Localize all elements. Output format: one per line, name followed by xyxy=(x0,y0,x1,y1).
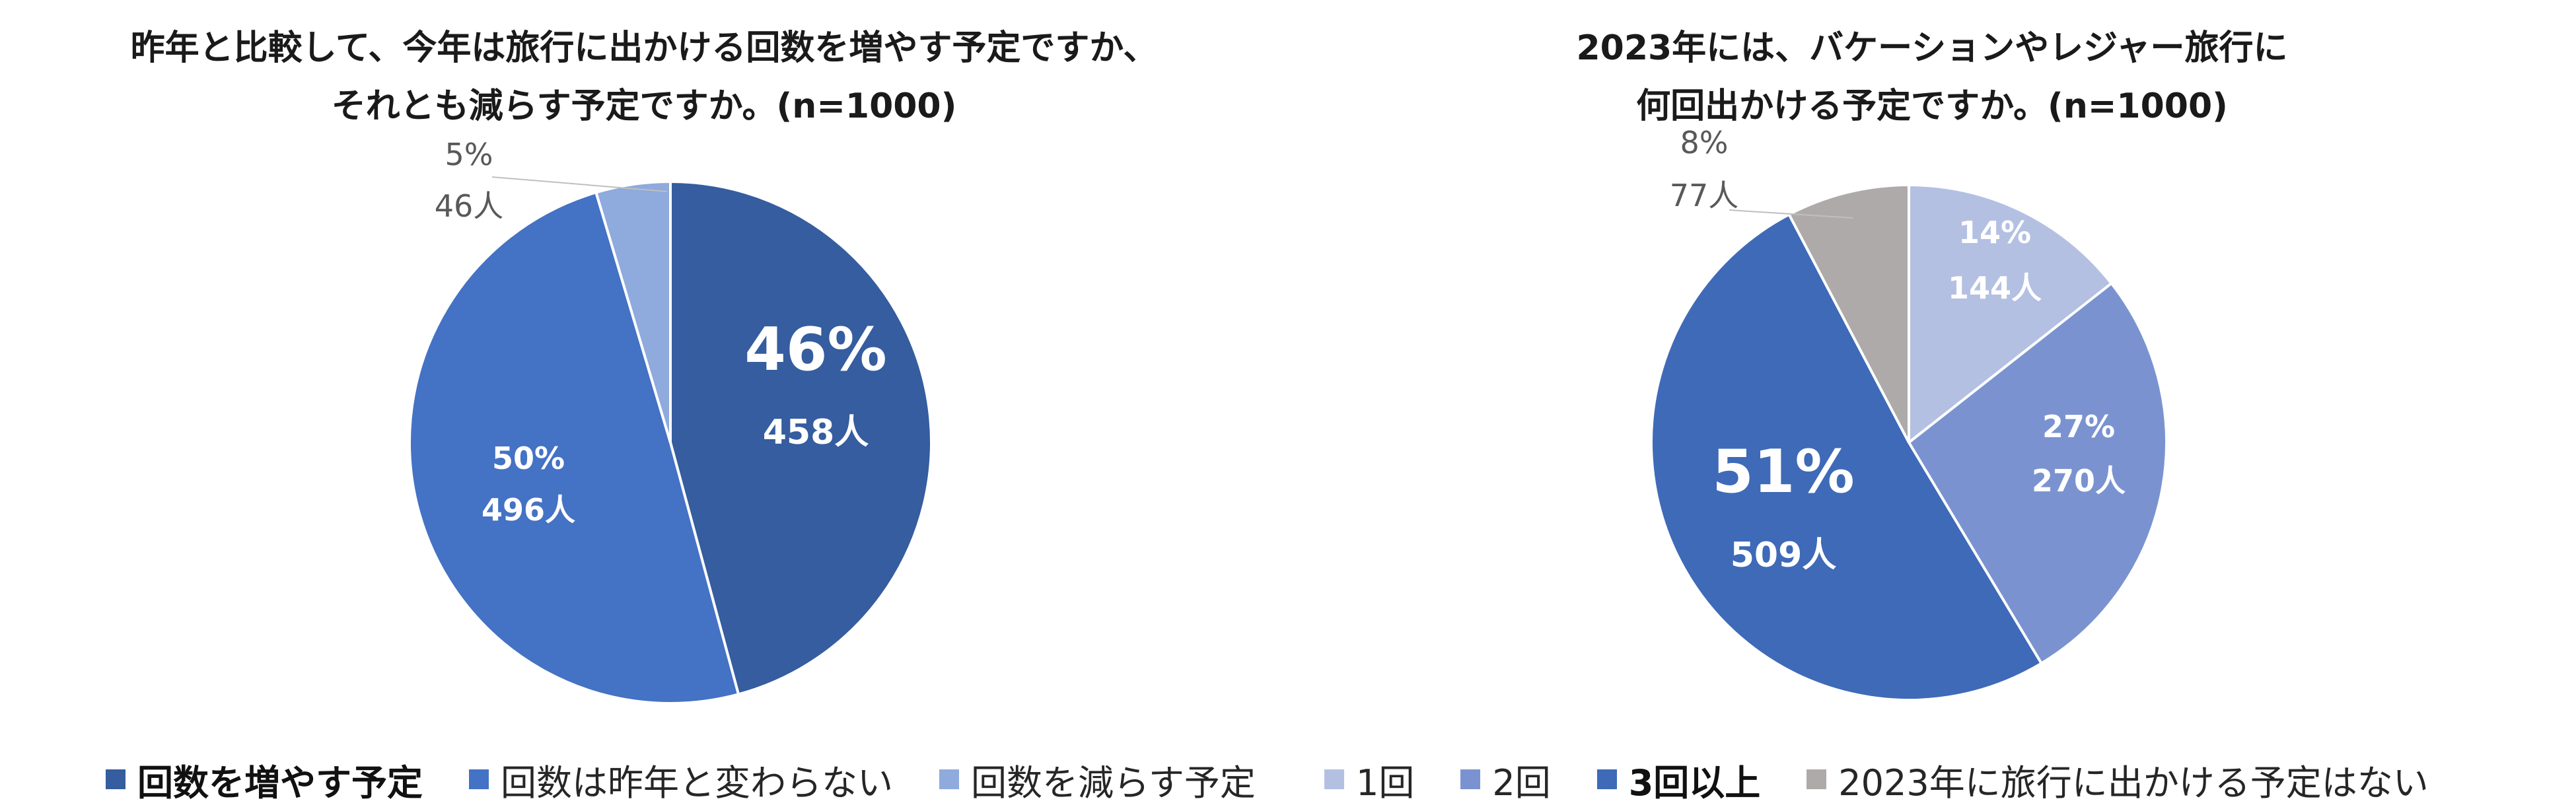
legend-label: 3回以上 xyxy=(1628,761,1761,804)
data-label-count: 144人 xyxy=(1948,270,2042,306)
data-label-percent: 14% xyxy=(1958,215,2031,250)
legend-label: 回数は昨年と変わらない xyxy=(501,761,893,804)
legend-swatch xyxy=(1324,769,1344,789)
chart-legend: 回数を増やす予定 回数は昨年と変わらない 回数を減らす予定 xyxy=(106,753,1256,806)
chart-title-line-2: それとも減らす予定ですか。(n=1000) xyxy=(331,87,957,126)
chart-title-line-2: 何回出かける予定ですか。(n=1000) xyxy=(1636,87,2228,126)
chart-title-line-1: 2023年には、バケーションやレジャー旅行に xyxy=(1576,28,2288,68)
data-label-percent: 50% xyxy=(492,441,565,476)
pie-slice xyxy=(1787,183,1910,443)
chart-title-line-1: 昨年と比較して、今年は旅行に出かける回数を増やす予定ですか、 xyxy=(130,28,1158,68)
legend-label: 2回 xyxy=(1492,761,1551,804)
data-label-count: 46人 xyxy=(435,188,504,224)
pie-slice xyxy=(408,190,740,705)
data-label-percent: 51% xyxy=(1712,437,1854,507)
data-label-count: 509人 xyxy=(1731,536,1837,575)
pie-slice xyxy=(1907,281,2168,666)
pie-slice xyxy=(669,180,933,696)
legend-item: 回数を増やす予定 xyxy=(106,754,423,806)
legend-swatch xyxy=(1596,769,1617,789)
pie-slice xyxy=(1650,213,2044,701)
data-label-percent: 46% xyxy=(744,315,886,384)
legend-label: 2023年に旅行に出かける予定はない xyxy=(1838,761,2429,804)
leader-line xyxy=(491,176,668,192)
left-chart-panel: 昨年と比較して、今年は旅行に出かける回数を増やす予定ですか、 それとも減らす予定… xyxy=(106,28,1256,806)
leader-line xyxy=(1729,209,1853,219)
legend-item: 2023年に旅行に出かける予定はない xyxy=(1807,754,2429,806)
legend-item: 2回 xyxy=(1460,754,1551,806)
legend-swatch xyxy=(106,769,125,789)
legend-item: 1回 xyxy=(1324,754,1414,806)
legend-swatch xyxy=(1460,769,1481,789)
data-label-count: 496人 xyxy=(482,492,575,528)
pie-chart: 14% 144人 27% 270人 51% 509人 8% 77人 xyxy=(1650,125,2168,701)
pie-slice xyxy=(1908,183,2114,446)
legend-label: 回数を増やす予定 xyxy=(137,761,423,804)
data-label-count: 458人 xyxy=(763,413,869,452)
legend-label: 回数を減らす予定 xyxy=(971,761,1256,804)
pie-chart: 46% 458人 50% 496人 5% 46人 xyxy=(408,137,933,705)
data-label-percent: 8% xyxy=(1680,125,1729,160)
data-label-percent: 5% xyxy=(445,137,493,172)
right-chart-panel: 2023年には、バケーションやレジャー旅行に 何回出かける予定ですか。(n=10… xyxy=(1288,0,2576,811)
pie-slice xyxy=(594,180,672,443)
data-label-count: 77人 xyxy=(1670,178,1739,213)
data-label-count: 270人 xyxy=(2032,463,2126,499)
legend-item: 回数は昨年と変わらない xyxy=(469,754,893,806)
legend-swatch xyxy=(469,769,489,789)
data-label-percent: 27% xyxy=(2042,409,2115,444)
legend-swatch xyxy=(939,769,959,789)
legend-item: 3回以上 xyxy=(1596,754,1761,806)
legend-item: 回数を減らす予定 xyxy=(939,754,1256,806)
legend-label: 1回 xyxy=(1356,761,1415,804)
legend-swatch xyxy=(1807,769,1827,789)
chart-legend: 1回 2回 3回以上 2023年に旅行に出かける予定はない xyxy=(1324,753,2429,806)
